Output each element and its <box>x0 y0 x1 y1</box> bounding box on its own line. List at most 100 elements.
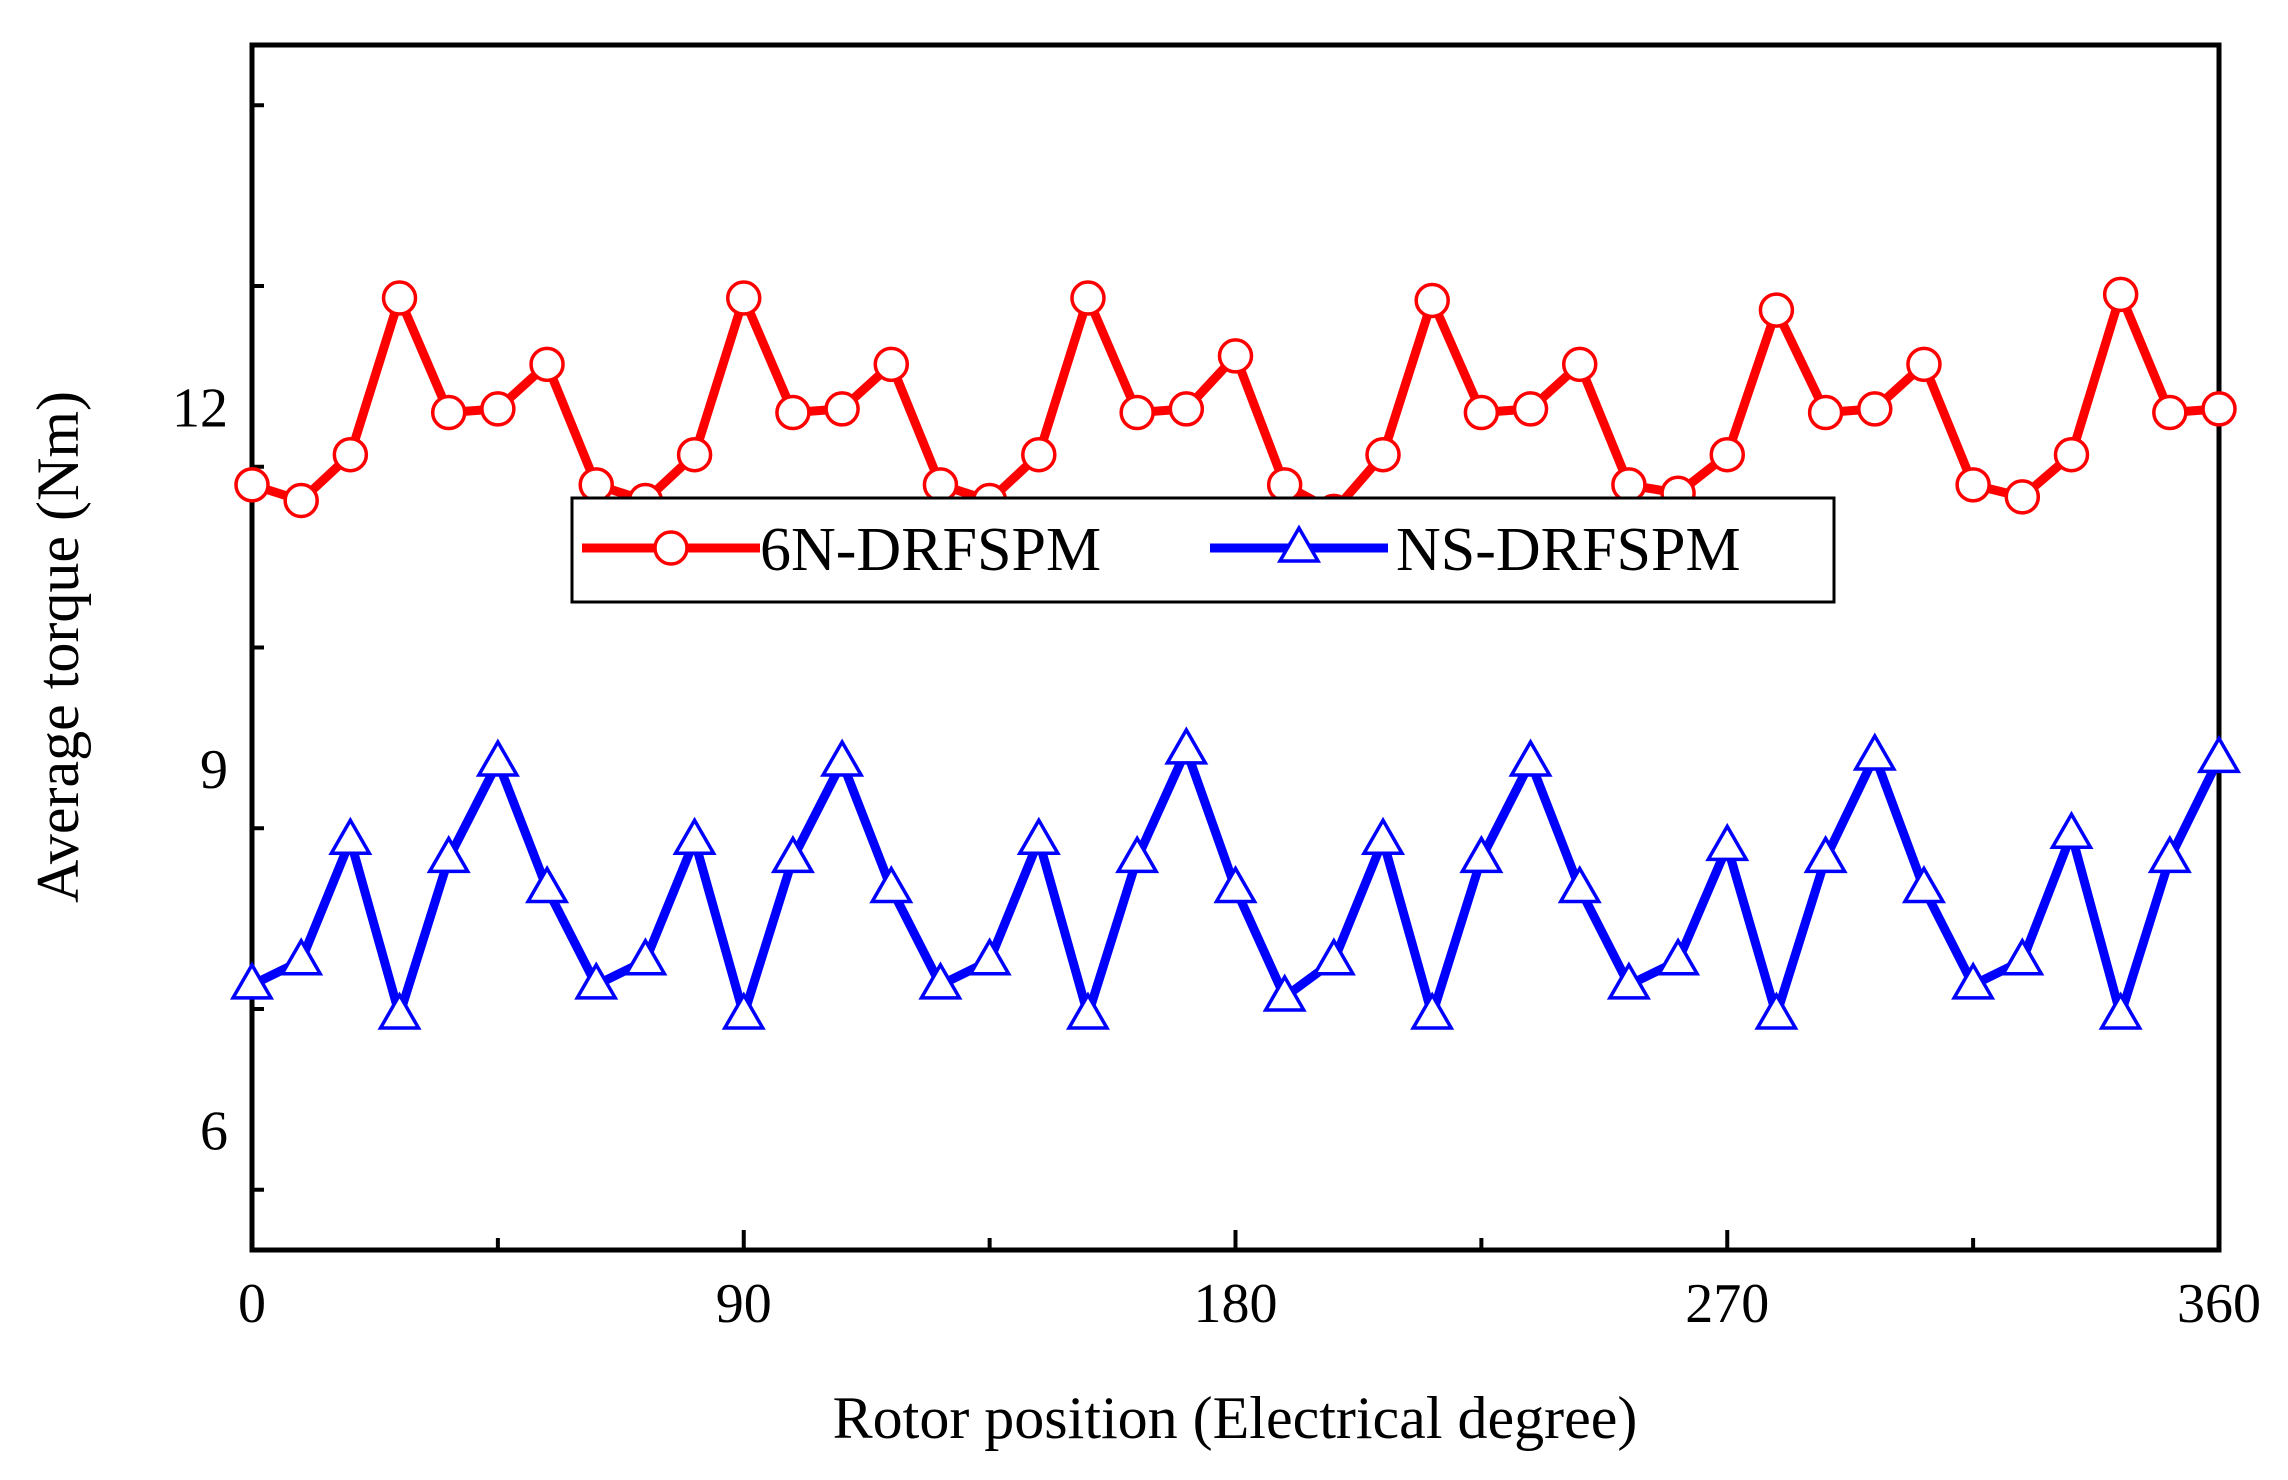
data-point-6n-drfspm <box>726 280 762 316</box>
data-point-6n-drfspm <box>2004 479 2041 515</box>
data-point-ns-drfspm <box>2147 834 2192 874</box>
legend-label-ns-drfspm: NS-DRFSPM <box>1396 516 1741 584</box>
data-point-6n-drfspm <box>824 391 860 427</box>
data-point-ns-drfspm <box>1951 961 1996 1000</box>
data-point-6n-drfspm <box>1414 282 1450 319</box>
data-point-ns-drfspm <box>2098 991 2143 1030</box>
data-point-ns-drfspm <box>1016 816 1061 856</box>
data-point-ns-drfspm <box>1901 864 1946 904</box>
legend-box <box>570 496 1836 604</box>
data-point-6n-drfspm <box>430 394 467 431</box>
data-point-ns-drfspm <box>2000 937 2045 976</box>
x-tick-label: 0 <box>238 1273 266 1335</box>
legend: 6N-DRFSPM NS-DRFSPM <box>570 496 1836 604</box>
data-point-ns-drfspm <box>1164 726 1209 765</box>
data-point-6n-drfspm <box>1365 436 1401 473</box>
data-point-ns-drfspm <box>1360 816 1406 856</box>
data-point-ns-drfspm <box>1508 738 1553 777</box>
data-point-ns-drfspm <box>623 937 668 976</box>
data-point-6n-drfspm <box>234 467 270 503</box>
y-axis: 6 9 12 <box>172 103 264 1192</box>
data-point-ns-drfspm <box>721 991 766 1030</box>
data-point-ns-drfspm <box>574 961 619 1000</box>
data-point-6n-drfspm <box>578 467 614 503</box>
data-point-ns-drfspm <box>328 816 373 856</box>
data-point-ns-drfspm <box>1213 864 1258 904</box>
data-point-6n-drfspm <box>529 346 565 383</box>
y-tick-label: 9 <box>200 739 228 801</box>
data-point-6n-drfspm <box>1168 391 1205 427</box>
data-point-ns-drfspm <box>672 816 717 856</box>
data-point-ns-drfspm <box>770 834 815 874</box>
data-point-ns-drfspm <box>2196 734 2242 774</box>
data-point-ns-drfspm <box>1754 991 1799 1030</box>
data-point-ns-drfspm <box>869 864 914 904</box>
series-layer <box>229 276 2242 1030</box>
data-point-6n-drfspm <box>1021 436 1057 473</box>
x-tick-label: 360 <box>2177 1273 2261 1335</box>
data-point-6n-drfspm <box>1807 394 1844 431</box>
data-point-ns-drfspm <box>525 864 570 904</box>
data-point-ns-drfspm <box>967 937 1012 976</box>
data-point-6n-drfspm <box>1217 338 1254 374</box>
data-point-6n-drfspm <box>676 436 713 473</box>
data-point-6n-drfspm <box>2053 436 2090 473</box>
data-point-6n-drfspm <box>1070 280 1106 316</box>
data-point-ns-drfspm <box>475 738 520 777</box>
data-point-ns-drfspm <box>1459 834 1504 874</box>
data-point-6n-drfspm <box>1561 346 1598 383</box>
legend-marker-6n-drfspm <box>653 530 689 566</box>
data-point-6n-drfspm <box>1119 394 1155 431</box>
data-point-ns-drfspm <box>377 991 422 1030</box>
data-point-ns-drfspm <box>1115 834 1160 874</box>
data-point-6n-drfspm <box>1857 391 1893 427</box>
legend-marker-ns-drfspm <box>1276 524 1322 563</box>
data-point-6n-drfspm <box>1512 391 1549 427</box>
data-point-6n-drfspm <box>775 394 811 431</box>
series-line-6n-drfspm <box>250 289 2220 516</box>
data-point-6n-drfspm <box>1611 467 1647 503</box>
data-point-ns-drfspm <box>1606 961 1651 1000</box>
x-tick-label: 90 <box>716 1273 772 1335</box>
data-point-ns-drfspm <box>1065 991 1111 1030</box>
data-point-ns-drfspm <box>1803 834 1848 874</box>
y-axis-title: Average torque (Nm) <box>25 391 91 903</box>
data-point-6n-drfspm <box>1266 467 1303 503</box>
plot-frame <box>249 42 2222 1253</box>
data-point-6n-drfspm <box>1463 394 1500 431</box>
data-point-ns-drfspm <box>1262 973 1307 1012</box>
data-point-ns-drfspm <box>2049 810 2094 850</box>
data-point-ns-drfspm <box>918 961 963 1000</box>
data-point-6n-drfspm <box>2102 276 2139 313</box>
y-tick-label: 6 <box>200 1101 228 1163</box>
legend-label-6n-drfspm: 6N-DRFSPM <box>760 516 1101 584</box>
data-point-6n-drfspm <box>1758 292 1795 328</box>
data-point-ns-drfspm <box>820 738 865 777</box>
data-point-6n-drfspm <box>480 391 516 427</box>
data-point-6n-drfspm <box>873 346 910 383</box>
x-axis: 0 90 180 270 360 <box>238 1230 2261 1335</box>
x-axis-title: Rotor position (Electrical degree) <box>833 1385 1638 1451</box>
data-point-6n-drfspm <box>2201 391 2237 427</box>
data-point-6n-drfspm <box>922 467 959 503</box>
data-point-ns-drfspm <box>1410 991 1455 1030</box>
data-point-6n-drfspm <box>283 482 319 519</box>
data-point-6n-drfspm <box>332 436 369 473</box>
x-tick-label: 180 <box>1194 1273 1278 1335</box>
data-point-ns-drfspm <box>1705 822 1750 862</box>
data-point-ns-drfspm <box>1311 937 1356 976</box>
data-point-ns-drfspm <box>229 961 275 1000</box>
data-point-ns-drfspm <box>1557 864 1602 904</box>
x-tick-label: 270 <box>1685 1273 1769 1335</box>
data-point-6n-drfspm <box>1955 467 1991 503</box>
data-point-6n-drfspm <box>2152 394 2188 431</box>
data-point-ns-drfspm <box>279 937 324 976</box>
data-point-6n-drfspm <box>381 280 418 316</box>
data-point-ns-drfspm <box>1656 937 1701 976</box>
data-point-6n-drfspm <box>1906 346 1942 383</box>
y-tick-label: 12 <box>172 378 228 440</box>
data-point-ns-drfspm <box>1852 732 1897 771</box>
data-point-6n-drfspm <box>1709 436 1745 473</box>
data-point-ns-drfspm <box>426 834 471 874</box>
